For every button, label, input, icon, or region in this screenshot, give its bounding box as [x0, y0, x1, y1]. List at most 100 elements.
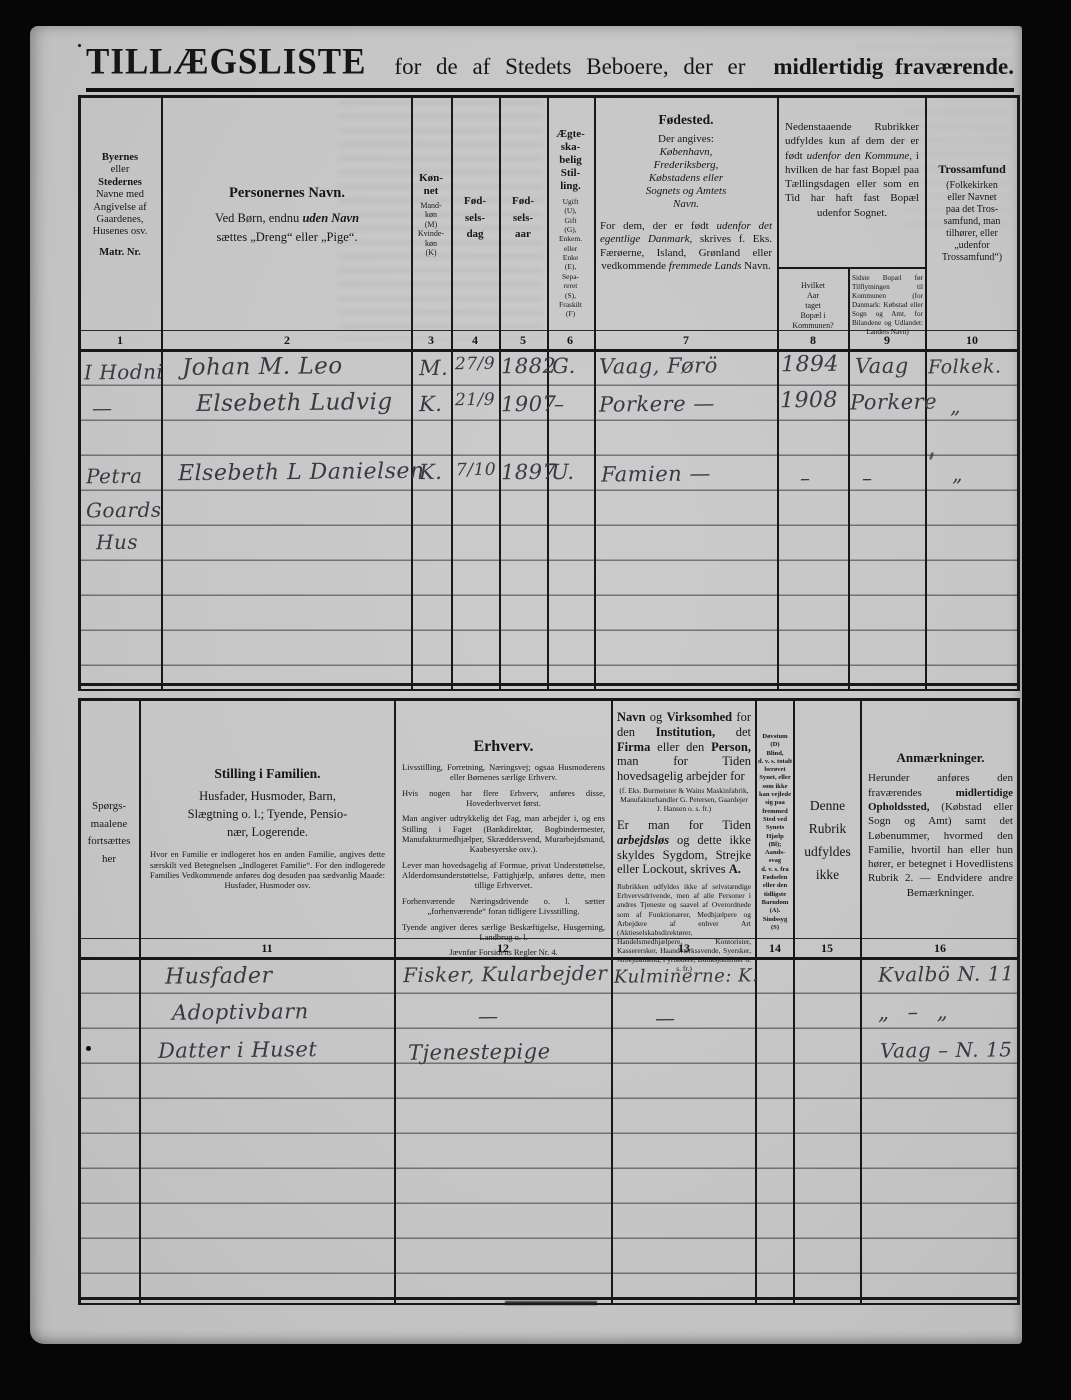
t1-col6-title: Ægte- ska- belig Stil- ling.	[556, 128, 585, 192]
t1-col8-number: 8	[810, 333, 816, 347]
t2-bottom-border-heavy	[78, 1297, 1020, 1300]
t1-vline-3-4	[451, 95, 453, 691]
t2-col12-p4: Lever man hovedsagelig af Formue, privat…	[402, 859, 605, 891]
t1-col7-p1: Der angives:	[658, 132, 714, 145]
t1-col89-a: Nedenstaaende Rubrikker udfyldes kun af …	[785, 121, 919, 162]
hw-remarks-row2: „ – „	[877, 999, 954, 1025]
hw-marital-row2: –	[553, 391, 565, 417]
t1-col7-header: Fødested. Der angives: København, Freder…	[600, 112, 772, 273]
hw-birthplace-row2: Porkere —	[598, 391, 715, 417]
t2-continuation-label: Spørgs- maalene fortsættes her	[87, 800, 131, 865]
t1-col89-split-rule	[778, 267, 926, 269]
t2-left-border	[78, 698, 81, 1305]
hw-birthplace-row3: Famien —	[600, 461, 712, 487]
t1-right-border	[1017, 95, 1020, 691]
t2-col13-b3: Institution,	[655, 724, 716, 739]
hw-place-row4: Goards	[85, 497, 162, 523]
t1-col1-line: Navne med Angivelse af Gaardenes, Husene…	[92, 189, 148, 238]
t2-col12-p3: Man angiver udtrykkelig det Fag, man arb…	[402, 813, 605, 855]
t1-col7-p2-italic2: fremmede Lands	[668, 259, 742, 272]
t1-col10-sub: (Folkekirken eller Navnet paa det Tros- …	[941, 180, 1003, 264]
t1-vline-9-10	[925, 95, 927, 691]
t2-col13-b1: Navn	[617, 710, 646, 724]
t1-col7-title: Fødested.	[658, 112, 714, 127]
t1-bottom-border-heavy	[78, 683, 1020, 686]
hw-year-moved-row3: –	[799, 465, 811, 491]
hw-birthday-row2: 21/9	[454, 389, 496, 411]
t2-right-border	[1017, 698, 1020, 1305]
t1-col3-header: Køn- net Mand- køn (M) Kvinde- køn (K)	[412, 172, 450, 258]
hw-sex-row2: K.	[418, 391, 443, 417]
hw-place-row1: I Hodni	[83, 359, 164, 385]
t1-col1-number: 1	[117, 333, 123, 347]
t2-col11-header: Stilling i Familien. Husfader, Husmoder,…	[150, 766, 385, 891]
hw-position-row3: Datter i Huset	[157, 1037, 318, 1063]
t1-col10-header: Trossamfund (Folkekirken eller Navnet pa…	[928, 162, 1016, 264]
hw-religion-row2: „	[949, 393, 962, 419]
printer-mark	[505, 1301, 597, 1305]
t1-col7-p2: For dem, der er født udenfor det egentli…	[600, 220, 772, 274]
hw-occupation-row1: Fisker, Kularbejder	[402, 960, 608, 988]
hw-last-residence-row3: –	[861, 465, 873, 491]
t1-left-border	[78, 95, 81, 691]
t2-col12-title: Erhverv.	[473, 738, 534, 755]
t2-col13-fine1: (f. Eks. Burmeister & Wains Maskinfabrik…	[619, 785, 749, 814]
t2-col13-r1: og	[645, 710, 667, 724]
t1-col2-sub-a: Ved Børn, endnu	[214, 211, 303, 226]
hw-name-row1: Johan M. Leo	[181, 353, 343, 381]
t2-col14-header: Døvstum (D) Blind, d. v. s. totalt berøv…	[757, 733, 793, 931]
t1-col3-number: 3	[428, 333, 434, 347]
t1-col1-line: Stedernes	[98, 176, 142, 188]
t2-vline-12-13	[611, 698, 613, 1305]
title-word-main: TILLÆGSLISTE	[86, 41, 367, 82]
t1-col10-number: 10	[966, 333, 978, 347]
t2-row-guidelines	[79, 958, 1019, 1289]
t2-col12-p5: Forhenværende Næringsdrivende o. l. sætt…	[402, 895, 605, 917]
t1-col9-number: 9	[884, 333, 890, 347]
t2-col13-b5: Person,	[711, 739, 751, 754]
hw-remarks-row3: Vaag – N. 15	[879, 1037, 1013, 1063]
hw-birthyear-row1: 1882	[500, 353, 557, 379]
t1-col89-italic: udenfor den Kommune,	[806, 149, 912, 162]
t2-col13-p2: Er man for Tiden arbejdsløs og dette ikk…	[617, 818, 751, 877]
t2-col13-number: 13	[678, 941, 690, 955]
t1-col2-number: 2	[284, 333, 290, 347]
hw-birthplace-row1: Vaag, Førö	[598, 353, 718, 379]
hw-employer-row2: —	[654, 1005, 676, 1031]
hw-religion-row1: Folkek.	[927, 355, 1002, 379]
t1-col7-p2-c: skrives f. Eks. Færøerne, Island, Grønla…	[600, 233, 773, 272]
hw-birthyear-row2: 1907	[500, 391, 557, 417]
t2-col16-bold: midlertidige Opholdssted,	[868, 786, 1013, 813]
hw-birthyear-row3: 1897	[500, 459, 557, 485]
t2-col13-p2a: Er man for Tiden	[617, 818, 751, 833]
hw-marital-row3: U.	[550, 459, 575, 485]
hw-place-row3: Petra	[85, 463, 143, 489]
t2-col12-p6: Tyende angiver deres særlige Beskæftigel…	[402, 921, 605, 942]
t1-col1-line: Byernes	[101, 152, 139, 163]
t2-number-row-rule	[78, 938, 1020, 939]
t1-vline-5-6	[547, 95, 549, 691]
t2-col15-header: Denne Rubrik udfyldes ikke	[804, 798, 851, 882]
t1-top-border	[78, 95, 1020, 98]
t1-col6-sub: Ugift (U), Gift (G), Enkem. eller Enke (…	[558, 196, 583, 319]
t1-vline-2-3	[411, 95, 413, 691]
t1-col5-header: Fød- sels- aar	[512, 195, 534, 240]
t2-col15-number: 15	[821, 941, 833, 955]
hw-employer-row1: Kulminerne: K.	[613, 965, 759, 988]
t1-col4-header: Fød- sels- dag	[464, 195, 486, 240]
hw-place-row2: —	[91, 395, 113, 421]
hw-occupation-row3: Tjenestepige	[407, 1039, 551, 1065]
t2-col13-main: Navn og Virksomhed for den Institution, …	[617, 710, 751, 784]
t2-col13-p2c: og dette ikke skyldes Sygdom, Strejke el…	[617, 832, 751, 877]
hw-position-row2: Adoptivbarn	[171, 999, 309, 1025]
t1-col6-header: Ægte- ska- belig Stil- ling. Ugift (U), …	[548, 128, 593, 319]
hw-religion-row3: „	[951, 461, 964, 487]
t1-col7-p1-italic: København, Frederiksberg, Købstadens ell…	[645, 145, 727, 210]
t1-col4-number: 4	[472, 333, 478, 347]
t1-col7-p2-e: Navn.	[741, 259, 771, 272]
t1-col1-line: eller	[110, 164, 130, 176]
t1-col2-sub-italic: uden Navn	[302, 211, 360, 226]
t2-vline-15-16	[860, 698, 862, 1305]
t2-col16-title: Anmærkninger.	[896, 750, 985, 765]
